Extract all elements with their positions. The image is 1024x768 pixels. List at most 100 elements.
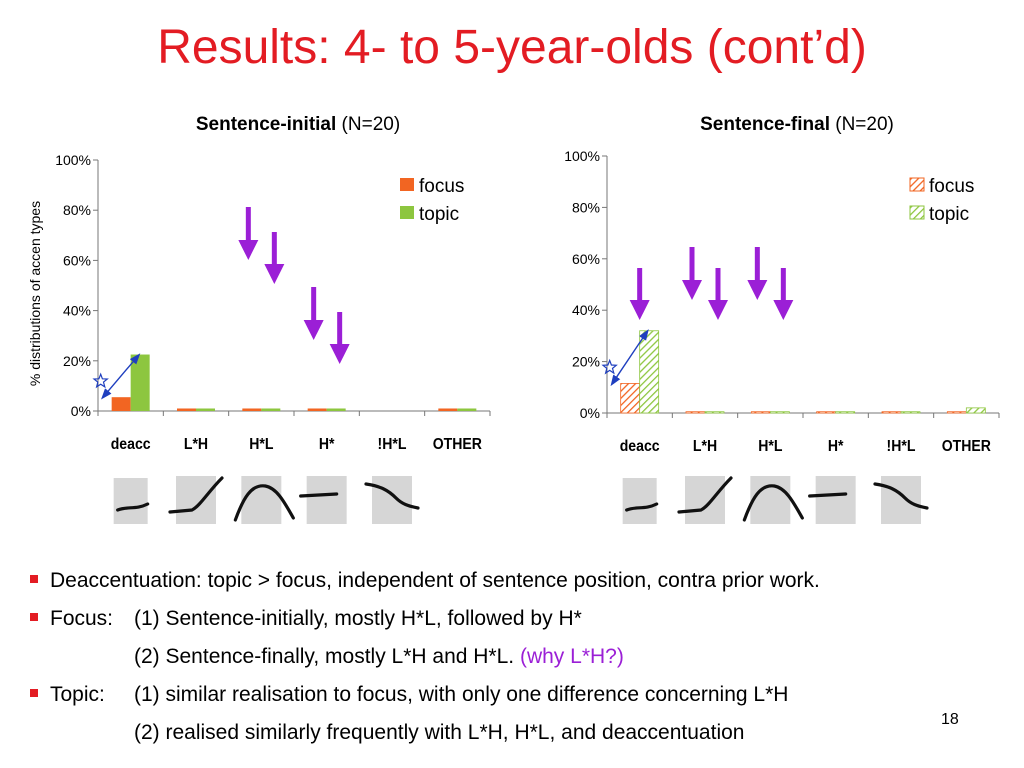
bullet-text: Deaccentuation: topic > focus, independe…: [50, 569, 820, 592]
y-tick-label: 100%: [564, 148, 600, 164]
contour-line: [168, 476, 224, 514]
chart-sentence-final: Sentence-final (N=20) 0% 20% 40% 60% 80% 100% d…: [564, 114, 1000, 524]
bar-focus-HL: [881, 411, 902, 414]
y-tick-label: 100%: [55, 152, 91, 168]
double-arrow: [101, 353, 141, 400]
deacc-contour-icon: [622, 478, 659, 524]
bar-topic-H: [326, 408, 346, 411]
legend-swatch-focus: [400, 178, 414, 191]
y-tick-label: 40%: [572, 302, 600, 318]
contour-box: [241, 476, 282, 524]
bullet-text: (2) Sentence-finally, mostly L*H and H*L…: [134, 645, 624, 668]
downstepped-fall-contour-icon: [873, 476, 929, 524]
high-contour-icon: [808, 476, 856, 524]
bar-topic-OTHER: [965, 407, 986, 414]
rise-contour-icon: [168, 476, 224, 524]
bar-focus-H: [816, 411, 837, 414]
rise-fall-contour-icon: [742, 476, 804, 524]
bar-focus-OTHER: [438, 408, 458, 411]
contour-line: [873, 482, 929, 510]
bar-topic-LH: [704, 411, 725, 414]
x-tick-label: !H*L: [887, 437, 916, 455]
bar-focus-H: [307, 408, 327, 411]
contour-line: [808, 492, 848, 498]
bullet-heading: Focus:: [50, 607, 114, 630]
why-question: (why L*H?): [519, 645, 624, 668]
x-tick-label: H*L: [249, 435, 273, 453]
chart-title: Sentence-final (N=20): [700, 114, 894, 135]
contour-box: [622, 478, 657, 524]
x-tick-label: OTHER: [942, 437, 991, 455]
chart-title-main: Sentence-final: [700, 114, 830, 135]
chart-title-main: Sentence-initial: [196, 114, 336, 135]
contour-line: [625, 502, 659, 512]
bar-focus-OTHER: [946, 411, 967, 414]
x-tick-label: L*H: [693, 437, 717, 455]
contour-line: [299, 492, 339, 498]
deacc-contour-icon: [113, 478, 150, 524]
page-number: 18: [941, 711, 959, 728]
downstepped-fall-contour-icon: [364, 476, 420, 524]
legend-label-topic: topic: [929, 204, 969, 225]
bullet-heading: Topic:: [50, 683, 105, 706]
y-tick-label: 40%: [63, 303, 91, 319]
y-tick-label: 60%: [63, 252, 91, 268]
bullet-topic-continued: (2) realised similarly frequently with L…: [30, 714, 1010, 752]
x-tick-label: deacc: [111, 435, 151, 453]
contour-box: [815, 476, 856, 524]
bar-topic-OTHER: [457, 408, 477, 411]
x-tick-label: OTHER: [433, 435, 482, 453]
y-tick-label: 80%: [63, 202, 91, 218]
y-tick-label: 60%: [572, 251, 600, 267]
bullet-text: (1) similar realisation to focus, with o…: [134, 683, 789, 706]
bar-focus-deacc: [620, 383, 641, 414]
contour-box: [881, 476, 921, 524]
chart-title: Sentence-initial (N=20): [196, 114, 400, 135]
bullet-marker: [30, 689, 38, 697]
contour-line: [116, 502, 150, 512]
y-tick-label: 0%: [580, 405, 600, 421]
y-tick-label: 20%: [63, 353, 91, 369]
chart-title-n: (N=20): [336, 114, 400, 135]
x-tick-label: H*L: [758, 437, 782, 455]
bar-focus-deacc: [111, 397, 131, 411]
contour-box: [113, 478, 148, 524]
star-icon: [601, 358, 618, 375]
x-tick-label: deacc: [620, 437, 660, 455]
bullet-marker: [30, 575, 38, 583]
bullet-text: (1) Sentence-initially, mostly H*L, foll…: [134, 607, 582, 630]
legend-swatch-focus: [909, 177, 925, 192]
bar-focus-HL: [750, 411, 771, 414]
x-tick-label: H*: [319, 435, 335, 453]
contour-box: [306, 476, 347, 524]
bar-topic-HL: [900, 411, 921, 414]
bar-topic-H: [835, 411, 856, 414]
legend-label-focus: focus: [929, 176, 974, 197]
bullet-list: Deaccentuation: topic > focus, independe…: [30, 562, 1010, 752]
contour-box: [176, 476, 216, 524]
legend-swatch-topic: [400, 206, 414, 219]
legend-label-topic: topic: [419, 204, 459, 225]
bar-focus-LH: [177, 408, 196, 411]
star-icon: [92, 372, 109, 389]
high-contour-icon: [299, 476, 347, 524]
bar-focus-LH: [685, 411, 706, 414]
chart-sentence-initial: Sentence-initial (N=20) 0% 20% 40% 60% 80% 100…: [27, 114, 491, 524]
y-tick-label: 20%: [572, 354, 600, 370]
y-tick-label: 80%: [572, 199, 600, 215]
contour-box: [372, 476, 412, 524]
bullet-text: (2) realised similarly frequently with L…: [134, 721, 745, 744]
contour-box: [750, 476, 791, 524]
bar-topic-LH: [196, 408, 215, 411]
bar-focus-HL: [242, 408, 262, 411]
x-tick-label: !H*L: [378, 435, 407, 453]
contour-line: [742, 484, 804, 522]
bullet-deaccentuation: Deaccentuation: topic > focus, independe…: [30, 562, 1010, 600]
slide-title: Results: 4- to 5-year-olds (cont’d): [157, 21, 867, 74]
rise-fall-contour-icon: [233, 476, 295, 524]
contour-box: [685, 476, 725, 524]
charts-area: Sentence-initial (N=20) 0% 20% 40% 60% 80% 100…: [27, 114, 1000, 524]
legend-label-focus: focus: [419, 176, 464, 197]
x-tick-label: H*: [828, 437, 844, 455]
bar-topic-deacc: [130, 354, 150, 411]
